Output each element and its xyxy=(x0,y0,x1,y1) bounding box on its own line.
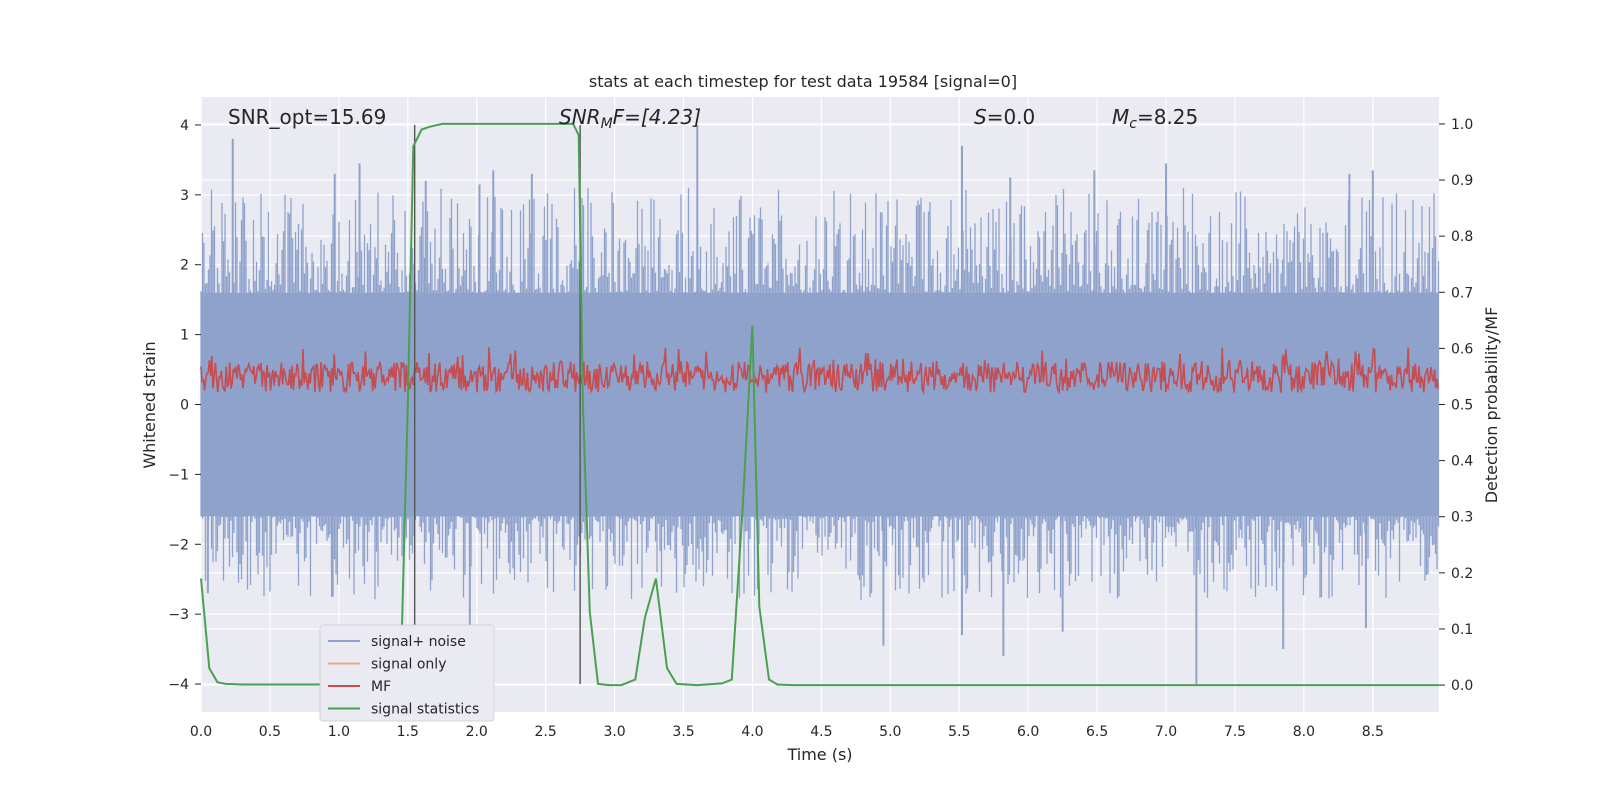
annotation-mc: Mc=8.25 xyxy=(1112,105,1198,132)
y-right-tick-label: 0.4 xyxy=(1451,454,1473,470)
x-tick-label: 6.5 xyxy=(1086,724,1108,740)
x-axis-label: Time (s) xyxy=(786,745,852,764)
y-tick-label: 0 xyxy=(180,398,189,414)
y-right-tick-label: 0.9 xyxy=(1451,173,1473,189)
x-tick-label: 8.0 xyxy=(1293,724,1315,740)
x-tick-label: 5.0 xyxy=(879,724,901,740)
legend: signal+ noise signal only MF signal statist… xyxy=(319,624,495,722)
legend-box xyxy=(319,624,495,722)
y-right-tick-label: 0.2 xyxy=(1451,566,1473,582)
x-axis-ticks: 0.0 0.5 1.0 1.5 2.0 2.5 3.0 3.5 4.0 4.5 5.0 5.5 6.0 6… xyxy=(190,724,1384,740)
y-tick-label: −2 xyxy=(168,537,189,553)
x-tick-label: 8.5 xyxy=(1362,724,1384,740)
y-right-axis-label: Detection probability/MF xyxy=(1482,307,1501,504)
y-right-tick-label: 0.8 xyxy=(1451,229,1473,245)
annotation-s: S=0.0 xyxy=(974,105,1035,129)
annotation-mc-value: =8.25 xyxy=(1137,105,1198,129)
annotation-snr-mf-sub: M xyxy=(601,116,613,132)
annotation-s-value: =0.0 xyxy=(987,105,1036,129)
x-tick-label: 1.5 xyxy=(397,724,419,740)
x-tick-label: 2.0 xyxy=(466,724,488,740)
x-tick-label: 2.5 xyxy=(535,724,557,740)
y-right-tick-label: 0.1 xyxy=(1451,622,1473,638)
x-tick-label: 0.0 xyxy=(190,724,212,740)
y-right-tick-label: 0.7 xyxy=(1451,285,1473,301)
y-tick-label: 4 xyxy=(180,118,189,134)
chart-title: stats at each timestep for test data 195… xyxy=(589,72,1017,91)
annotation-mc-var: M xyxy=(1112,105,1129,129)
x-tick-label: 6.0 xyxy=(1017,724,1039,740)
y-tick-label: −4 xyxy=(168,677,189,693)
x-tick-label: 4.0 xyxy=(741,724,763,740)
annotation-snr-mf-var: SNR xyxy=(559,105,601,129)
x-tick-label: 7.0 xyxy=(1155,724,1177,740)
y-tick-label: 3 xyxy=(180,188,189,204)
x-tick-label: 4.5 xyxy=(810,724,832,740)
x-tick-label: 3.0 xyxy=(603,724,625,740)
x-tick-label: 0.5 xyxy=(259,724,281,740)
y-axis-label: Whitened strain xyxy=(140,341,159,468)
annotation-snr-mf-f: F=[4.23] xyxy=(613,105,701,129)
series-mf xyxy=(200,347,1439,396)
annotation-s-var: S xyxy=(974,105,987,129)
y-tick-label: 1 xyxy=(180,328,189,344)
y-right-tick-label: 0.3 xyxy=(1451,510,1473,526)
legend-label: signal only xyxy=(371,657,446,673)
x-tick-label: 3.5 xyxy=(672,724,694,740)
mf-line xyxy=(200,347,1439,396)
y-tick-label: −3 xyxy=(168,607,189,623)
legend-label: signal+ noise xyxy=(371,634,466,650)
y-right-tick-label: 0.5 xyxy=(1451,398,1473,414)
y-axis-ticks: −4 −3 −2 −1 0 1 2 3 4 xyxy=(168,118,201,693)
y-tick-label: 2 xyxy=(180,258,189,274)
y-right-axis-ticks: 0.0 0.1 0.2 0.3 0.4 0.5 0.6 0.7 0.8 0.9 1.0 xyxy=(1439,117,1473,694)
annotation-mc-sub: c xyxy=(1129,116,1137,132)
x-tick-label: 5.5 xyxy=(948,724,970,740)
annotation-snr-opt: SNR_opt=15.69 xyxy=(228,105,386,129)
y-right-tick-label: 0.6 xyxy=(1451,341,1473,357)
y-right-tick-label: 0.0 xyxy=(1451,678,1473,694)
annotation-snr-mf: SNRMF=[4.23] xyxy=(559,105,701,132)
y-right-tick-label: 1.0 xyxy=(1451,117,1473,133)
x-tick-label: 1.0 xyxy=(328,724,350,740)
y-tick-label: −1 xyxy=(168,467,189,483)
legend-label: signal statistics xyxy=(371,702,479,718)
legend-label: MF xyxy=(371,679,391,695)
x-tick-label: 7.5 xyxy=(1224,724,1246,740)
